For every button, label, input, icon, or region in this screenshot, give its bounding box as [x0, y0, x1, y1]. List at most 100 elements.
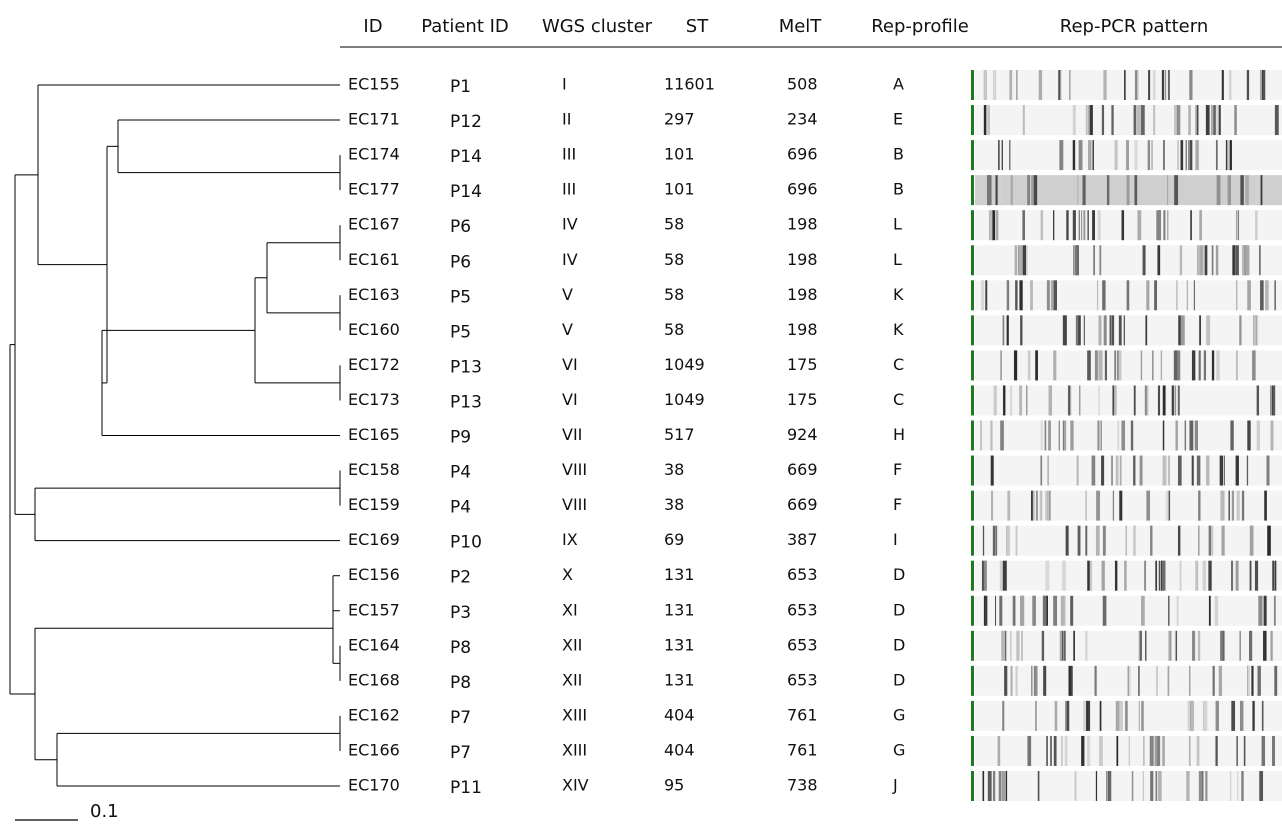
band: [995, 175, 997, 205]
band: [1212, 350, 1214, 380]
cell: F: [893, 495, 902, 514]
band: [1016, 70, 1017, 100]
cell: J: [892, 776, 898, 795]
cell: EC174: [348, 145, 400, 164]
band: [1002, 701, 1004, 731]
band: [1073, 631, 1075, 661]
band: [1103, 526, 1106, 556]
band: [1051, 280, 1054, 310]
band: [1168, 596, 1169, 626]
band: [1247, 666, 1249, 696]
band: [1158, 385, 1160, 415]
band: [1145, 385, 1147, 415]
band: [1109, 771, 1111, 801]
cell: IV: [562, 215, 578, 234]
gel-lane: [971, 421, 1282, 451]
band: [1048, 421, 1051, 451]
band: [1053, 596, 1057, 626]
band: [1099, 350, 1103, 380]
band: [1055, 701, 1058, 731]
band: [1053, 210, 1054, 240]
cell: P7: [450, 708, 471, 728]
lane-marker: [971, 631, 974, 661]
band: [1141, 701, 1143, 731]
band: [1124, 561, 1127, 591]
band: [1236, 210, 1237, 240]
band: [1075, 245, 1078, 275]
band: [1040, 456, 1042, 486]
band: [1250, 526, 1253, 556]
cell: VII: [562, 425, 582, 444]
band: [1222, 526, 1225, 556]
band: [1250, 561, 1252, 591]
lane-bg: [975, 350, 1282, 380]
cell: 198: [787, 285, 818, 304]
band: [1137, 105, 1140, 135]
cell: P5: [450, 322, 471, 342]
band: [1271, 421, 1274, 451]
band: [1167, 175, 1168, 205]
band: [1199, 350, 1201, 380]
cell: 696: [787, 145, 818, 164]
scale-bar-label: 0.1: [90, 801, 119, 822]
band: [1035, 701, 1037, 731]
band: [1226, 140, 1227, 170]
cell: 1049: [664, 355, 705, 374]
band: [1027, 175, 1030, 205]
band: [1162, 70, 1164, 100]
band: [1100, 421, 1101, 451]
band: [1174, 350, 1178, 380]
band: [1113, 491, 1114, 521]
band: [1019, 385, 1022, 415]
band: [1148, 70, 1150, 100]
band: [1053, 280, 1057, 310]
cell: EC155: [348, 75, 400, 94]
band: [1165, 70, 1166, 100]
band: [1002, 771, 1005, 801]
band: [1000, 421, 1004, 451]
band: [1150, 771, 1153, 801]
band: [1235, 245, 1239, 275]
band: [1260, 70, 1261, 100]
band: [1099, 736, 1103, 766]
band: [1231, 701, 1235, 731]
band: [1170, 631, 1172, 661]
band: [1216, 701, 1219, 731]
cell: P3: [450, 603, 471, 623]
band: [1150, 736, 1154, 766]
band: [1107, 175, 1109, 205]
lane-marker: [971, 175, 974, 205]
band: [996, 210, 999, 240]
band: [1120, 701, 1123, 731]
band: [1144, 561, 1146, 591]
band: [1115, 140, 1118, 170]
cell: P13: [450, 392, 482, 412]
band: [1010, 385, 1012, 415]
band: [995, 526, 997, 556]
cell: P8: [450, 673, 471, 693]
band: [1222, 70, 1224, 100]
band: [1143, 736, 1145, 766]
cell: K: [893, 320, 904, 339]
band: [1035, 350, 1037, 380]
band: [1077, 175, 1078, 205]
band: [1006, 526, 1010, 556]
band: [1062, 631, 1064, 661]
band: [1010, 631, 1011, 661]
band: [1135, 70, 1137, 100]
band: [1060, 631, 1061, 661]
band: [1103, 596, 1107, 626]
lane-marker: [971, 666, 974, 696]
band: [1168, 456, 1170, 486]
band: [1209, 596, 1211, 626]
band: [1195, 140, 1198, 170]
gel-lane: [971, 105, 1282, 135]
band: [1133, 456, 1135, 486]
band: [993, 771, 995, 801]
band: [1141, 596, 1145, 626]
band: [1252, 350, 1256, 380]
cell: F: [893, 460, 902, 479]
band: [1098, 210, 1101, 240]
band: [1212, 245, 1214, 275]
cell: II: [562, 110, 571, 129]
